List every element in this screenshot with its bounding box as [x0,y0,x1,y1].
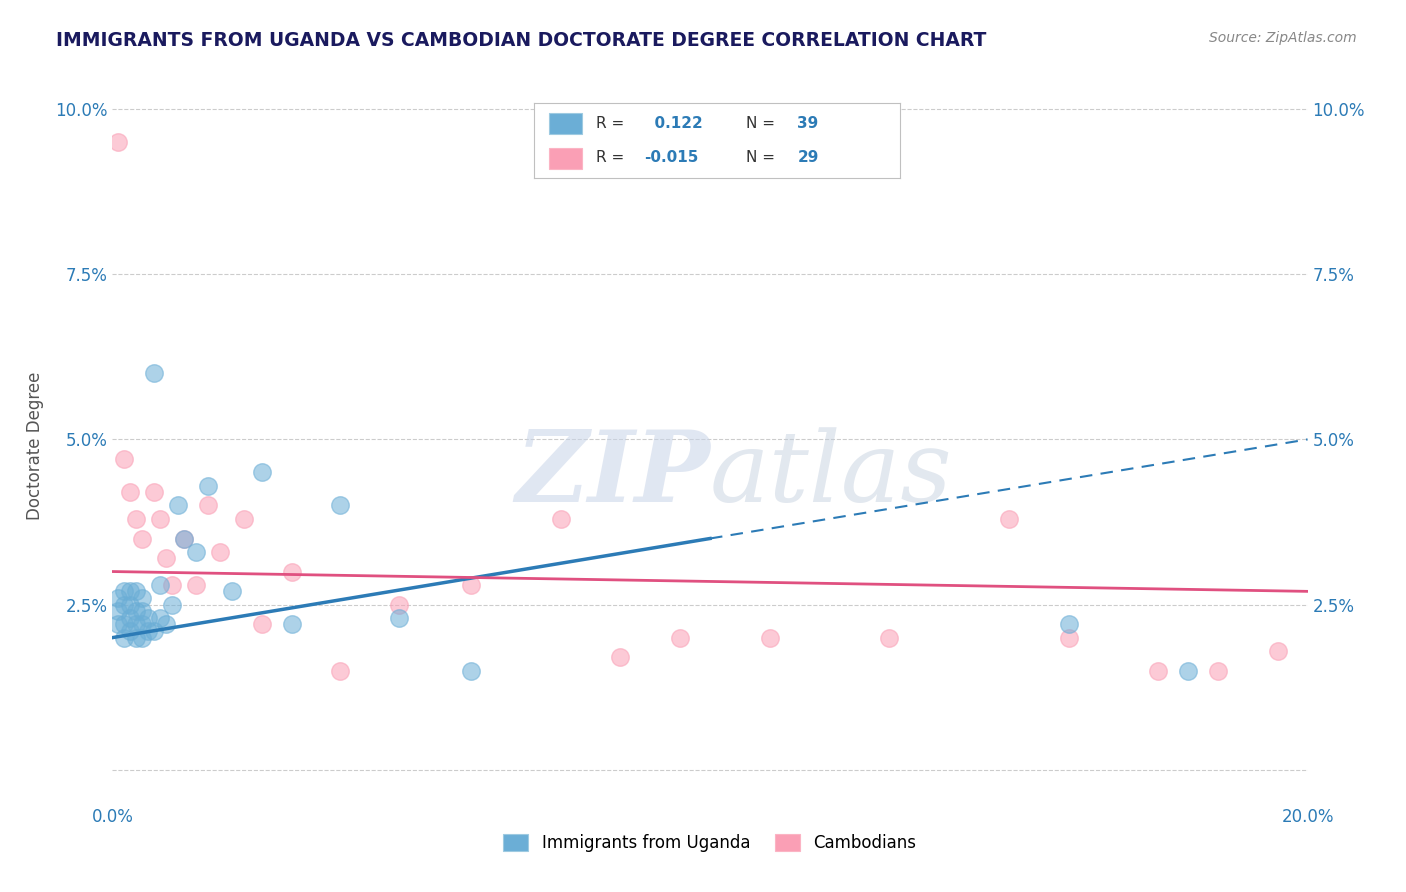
Point [138,611,160,625]
Point [221,584,243,599]
Point [197,499,219,513]
Point [114,584,135,599]
Point [138,624,160,638]
Point [107,604,129,618]
Point [149,511,172,525]
Point [131,617,153,632]
Point [120,598,142,612]
Point [329,664,352,678]
Point [155,617,177,632]
Point [759,631,782,645]
Point [114,598,135,612]
Text: -0.015: -0.015 [644,150,699,165]
Text: ZIP: ZIP [515,426,710,523]
Point [143,624,166,638]
Point [186,545,208,559]
Point [131,591,153,605]
Point [107,135,129,149]
Point [143,367,166,381]
Point [1267,644,1289,658]
Point [388,611,411,625]
Point [281,565,304,579]
Point [250,617,273,632]
Point [131,631,153,645]
Point [125,511,148,525]
Point [149,578,172,592]
Text: R =: R = [596,150,624,165]
Point [669,631,692,645]
Point [550,511,572,525]
Point [173,532,195,546]
Point [460,664,482,678]
Point [233,511,256,525]
Point [125,631,148,645]
Text: 39: 39 [797,116,818,131]
Y-axis label: Doctorate Degree: Doctorate Degree [25,372,44,520]
Text: N =: N = [747,150,775,165]
Text: R =: R = [596,116,624,131]
Point [107,617,129,632]
Point [250,466,273,480]
Point [186,578,208,592]
Point [1057,617,1080,632]
Point [149,611,172,625]
Point [107,591,129,605]
Point [281,617,304,632]
Text: 29: 29 [797,150,818,165]
Point [197,478,219,492]
Text: atlas: atlas [710,427,953,522]
Point [209,545,232,559]
Point [125,584,148,599]
Point [125,604,148,618]
Point [120,584,142,599]
Point [120,611,142,625]
Point [120,624,142,638]
Point [114,617,135,632]
Point [162,598,183,612]
Point [998,511,1021,525]
Point [1206,664,1229,678]
Point [1057,631,1080,645]
Point [173,532,195,546]
Point [162,578,183,592]
Text: Source: ZipAtlas.com: Source: ZipAtlas.com [1209,31,1357,45]
Point [609,650,631,665]
Point [460,578,482,592]
Point [143,485,166,500]
Text: IMMIGRANTS FROM UGANDA VS CAMBODIAN DOCTORATE DEGREE CORRELATION CHART: IMMIGRANTS FROM UGANDA VS CAMBODIAN DOCT… [56,31,987,50]
Point [114,452,135,467]
Point [329,499,352,513]
Legend: Immigrants from Uganda, Cambodians: Immigrants from Uganda, Cambodians [496,827,924,859]
Point [1147,664,1170,678]
Point [131,604,153,618]
Text: 0.122: 0.122 [644,116,703,131]
Text: N =: N = [747,116,775,131]
Point [131,532,153,546]
Point [388,598,411,612]
FancyBboxPatch shape [548,113,582,135]
Point [155,551,177,566]
Point [1177,664,1199,678]
Point [120,485,142,500]
Point [114,631,135,645]
Point [125,617,148,632]
FancyBboxPatch shape [548,148,582,169]
Point [879,631,901,645]
Point [167,499,190,513]
